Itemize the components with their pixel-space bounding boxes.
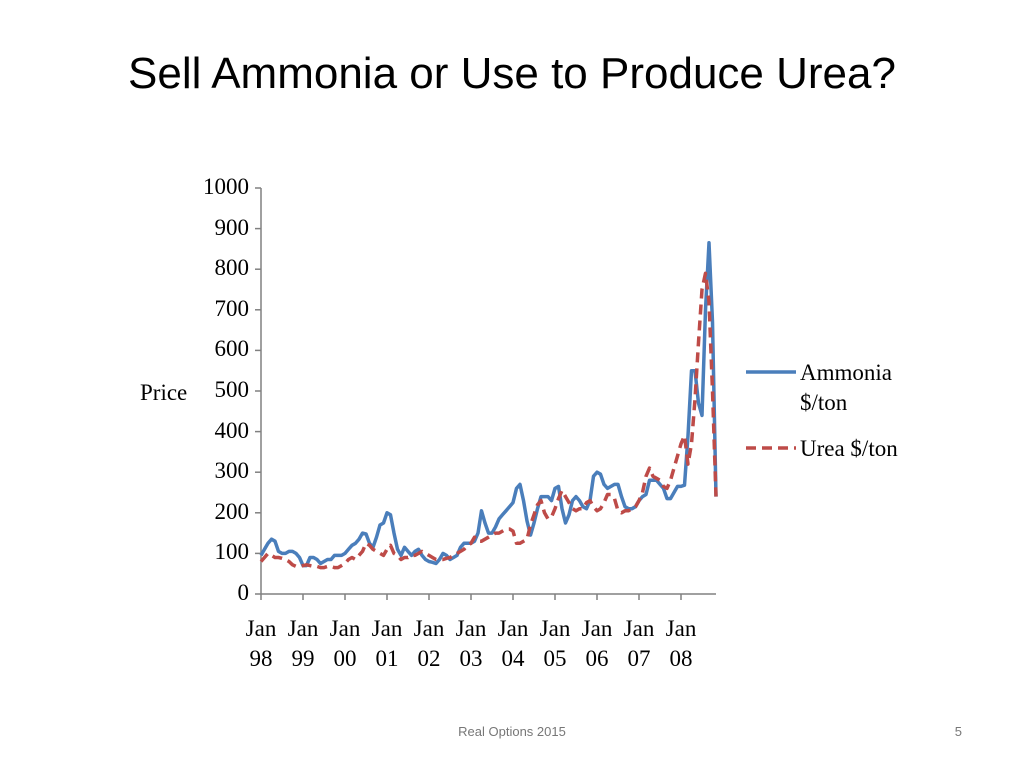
y-tick-label: 500: [214, 377, 250, 402]
x-tick-label: Jan 06: [581, 616, 613, 671]
x-tick-label: Jan 08: [665, 616, 697, 671]
y-tick-label: 0: [237, 580, 250, 605]
y-tick-label: 1000: [203, 174, 249, 199]
x-tick-label: Jan 03: [455, 616, 487, 671]
y-tick-label: 700: [214, 295, 250, 321]
y-tick-label: 200: [214, 498, 250, 524]
page-number: 5: [954, 724, 962, 739]
y-tick-label: 400: [214, 417, 250, 443]
x-tick-label: Jan 00: [329, 616, 361, 671]
slide-title: Sell Ammonia or Use to Produce Urea?: [128, 49, 896, 98]
legend-label: Ammonia $/ton: [800, 360, 892, 415]
y-tick-label: 900: [214, 214, 250, 240]
x-tick-label: Jan 05: [539, 616, 571, 671]
y-tick-label: 300: [214, 458, 250, 484]
y-tick-label: 100: [214, 539, 250, 565]
x-tick-label: Jan 04: [497, 616, 529, 671]
x-tick-label: Jan 99: [287, 616, 319, 671]
y-tick-label: 600: [214, 336, 250, 362]
series-line: [259, 241, 718, 568]
legend-label: Urea $/ton: [800, 436, 898, 461]
series-line: [259, 271, 718, 570]
x-tick-label: Jan 01: [371, 616, 403, 671]
footer: Real Options 2015: [458, 724, 566, 739]
y-tick-label: 800: [214, 255, 250, 281]
x-tick-label: Jan 02: [413, 616, 445, 671]
x-tick-label: Jan 07: [623, 616, 655, 671]
y-axis-label: Price: [140, 380, 188, 405]
x-tick-label: Jan 98: [245, 616, 277, 671]
